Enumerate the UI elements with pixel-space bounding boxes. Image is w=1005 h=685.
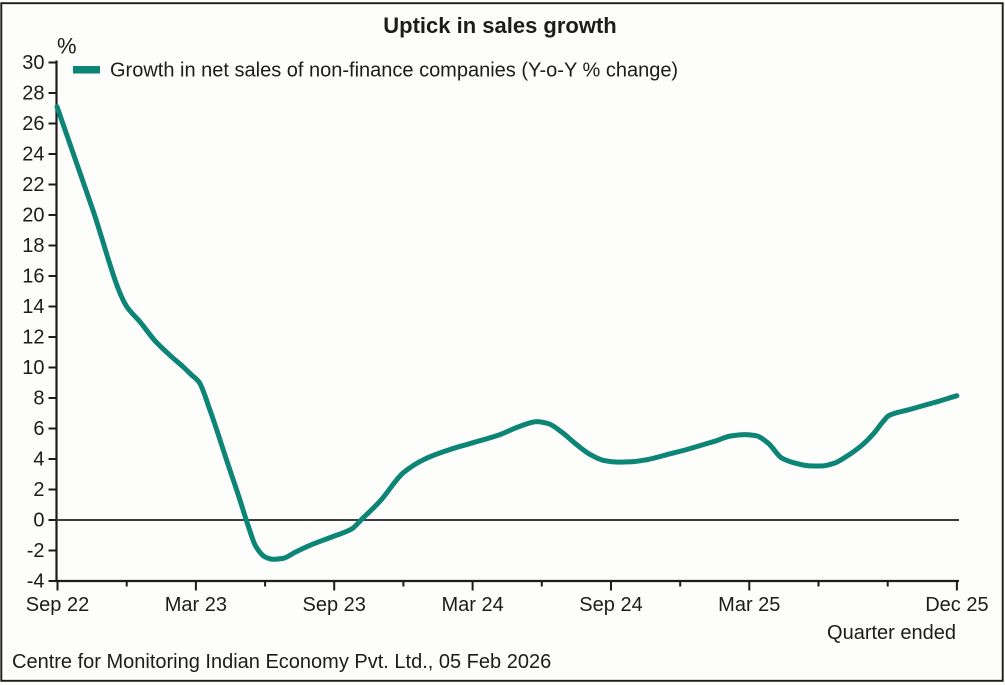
svg-text:10: 10 [22, 357, 44, 379]
svg-text:0: 0 [33, 510, 44, 532]
svg-text:24: 24 [22, 144, 44, 166]
svg-text:20: 20 [22, 205, 44, 227]
svg-text:Sep 22: Sep 22 [26, 594, 89, 616]
svg-text:Sep 24: Sep 24 [579, 594, 642, 616]
svg-text:%: % [57, 34, 77, 59]
svg-text:26: 26 [22, 113, 44, 135]
svg-text:6: 6 [33, 418, 44, 440]
svg-text:12: 12 [22, 327, 44, 349]
svg-text:14: 14 [22, 296, 44, 318]
svg-text:Centre for Monitoring Indian E: Centre for Monitoring Indian Economy Pvt… [12, 651, 551, 673]
svg-text:4: 4 [33, 449, 44, 471]
svg-text:Mar 23: Mar 23 [165, 594, 227, 616]
svg-text:Mar 25: Mar 25 [718, 594, 780, 616]
svg-text:Growth in net sales of non-fin: Growth in net sales of non-finance compa… [110, 60, 678, 82]
svg-text:Sep 23: Sep 23 [303, 594, 366, 616]
svg-text:30: 30 [22, 52, 44, 74]
svg-text:Quarter ended: Quarter ended [827, 622, 956, 644]
svg-text:8: 8 [33, 388, 44, 410]
svg-text:-4: -4 [27, 571, 45, 593]
svg-text:22: 22 [22, 174, 44, 196]
svg-text:16: 16 [22, 266, 44, 288]
svg-text:2: 2 [33, 479, 44, 501]
svg-text:Uptick in sales growth: Uptick in sales growth [383, 13, 617, 38]
svg-text:-2: -2 [27, 540, 45, 562]
svg-text:18: 18 [22, 235, 44, 257]
svg-text:Mar 24: Mar 24 [441, 594, 503, 616]
svg-text:28: 28 [22, 83, 44, 105]
svg-text:Dec 25: Dec 25 [925, 594, 988, 616]
